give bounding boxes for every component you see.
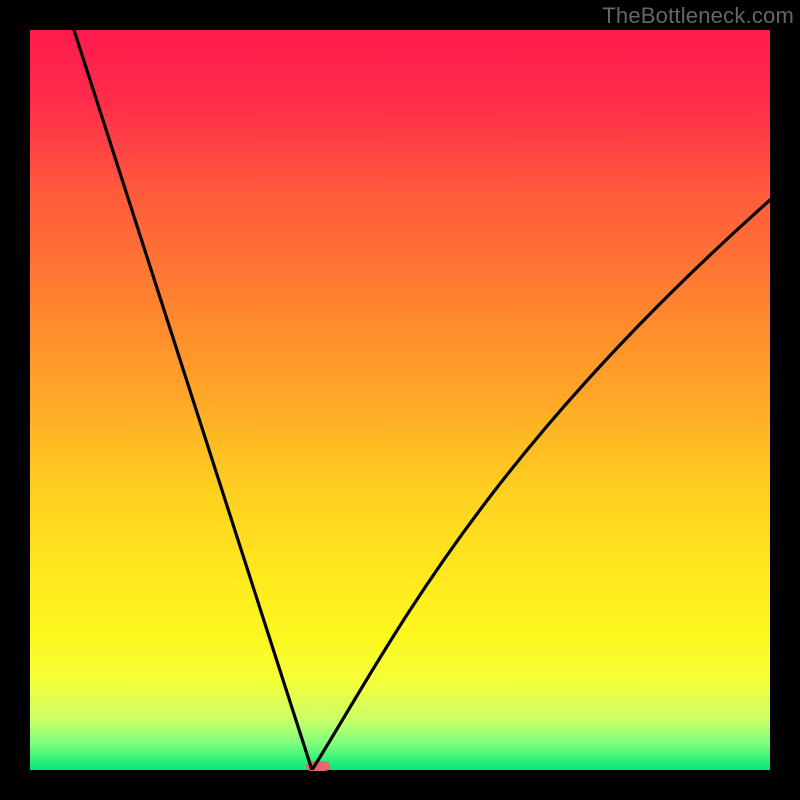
canvas-frame: TheBottleneck.com <box>0 0 800 800</box>
plot-area <box>30 30 770 770</box>
watermark-text: TheBottleneck.com <box>602 3 794 29</box>
bottleneck-curve <box>30 30 770 770</box>
